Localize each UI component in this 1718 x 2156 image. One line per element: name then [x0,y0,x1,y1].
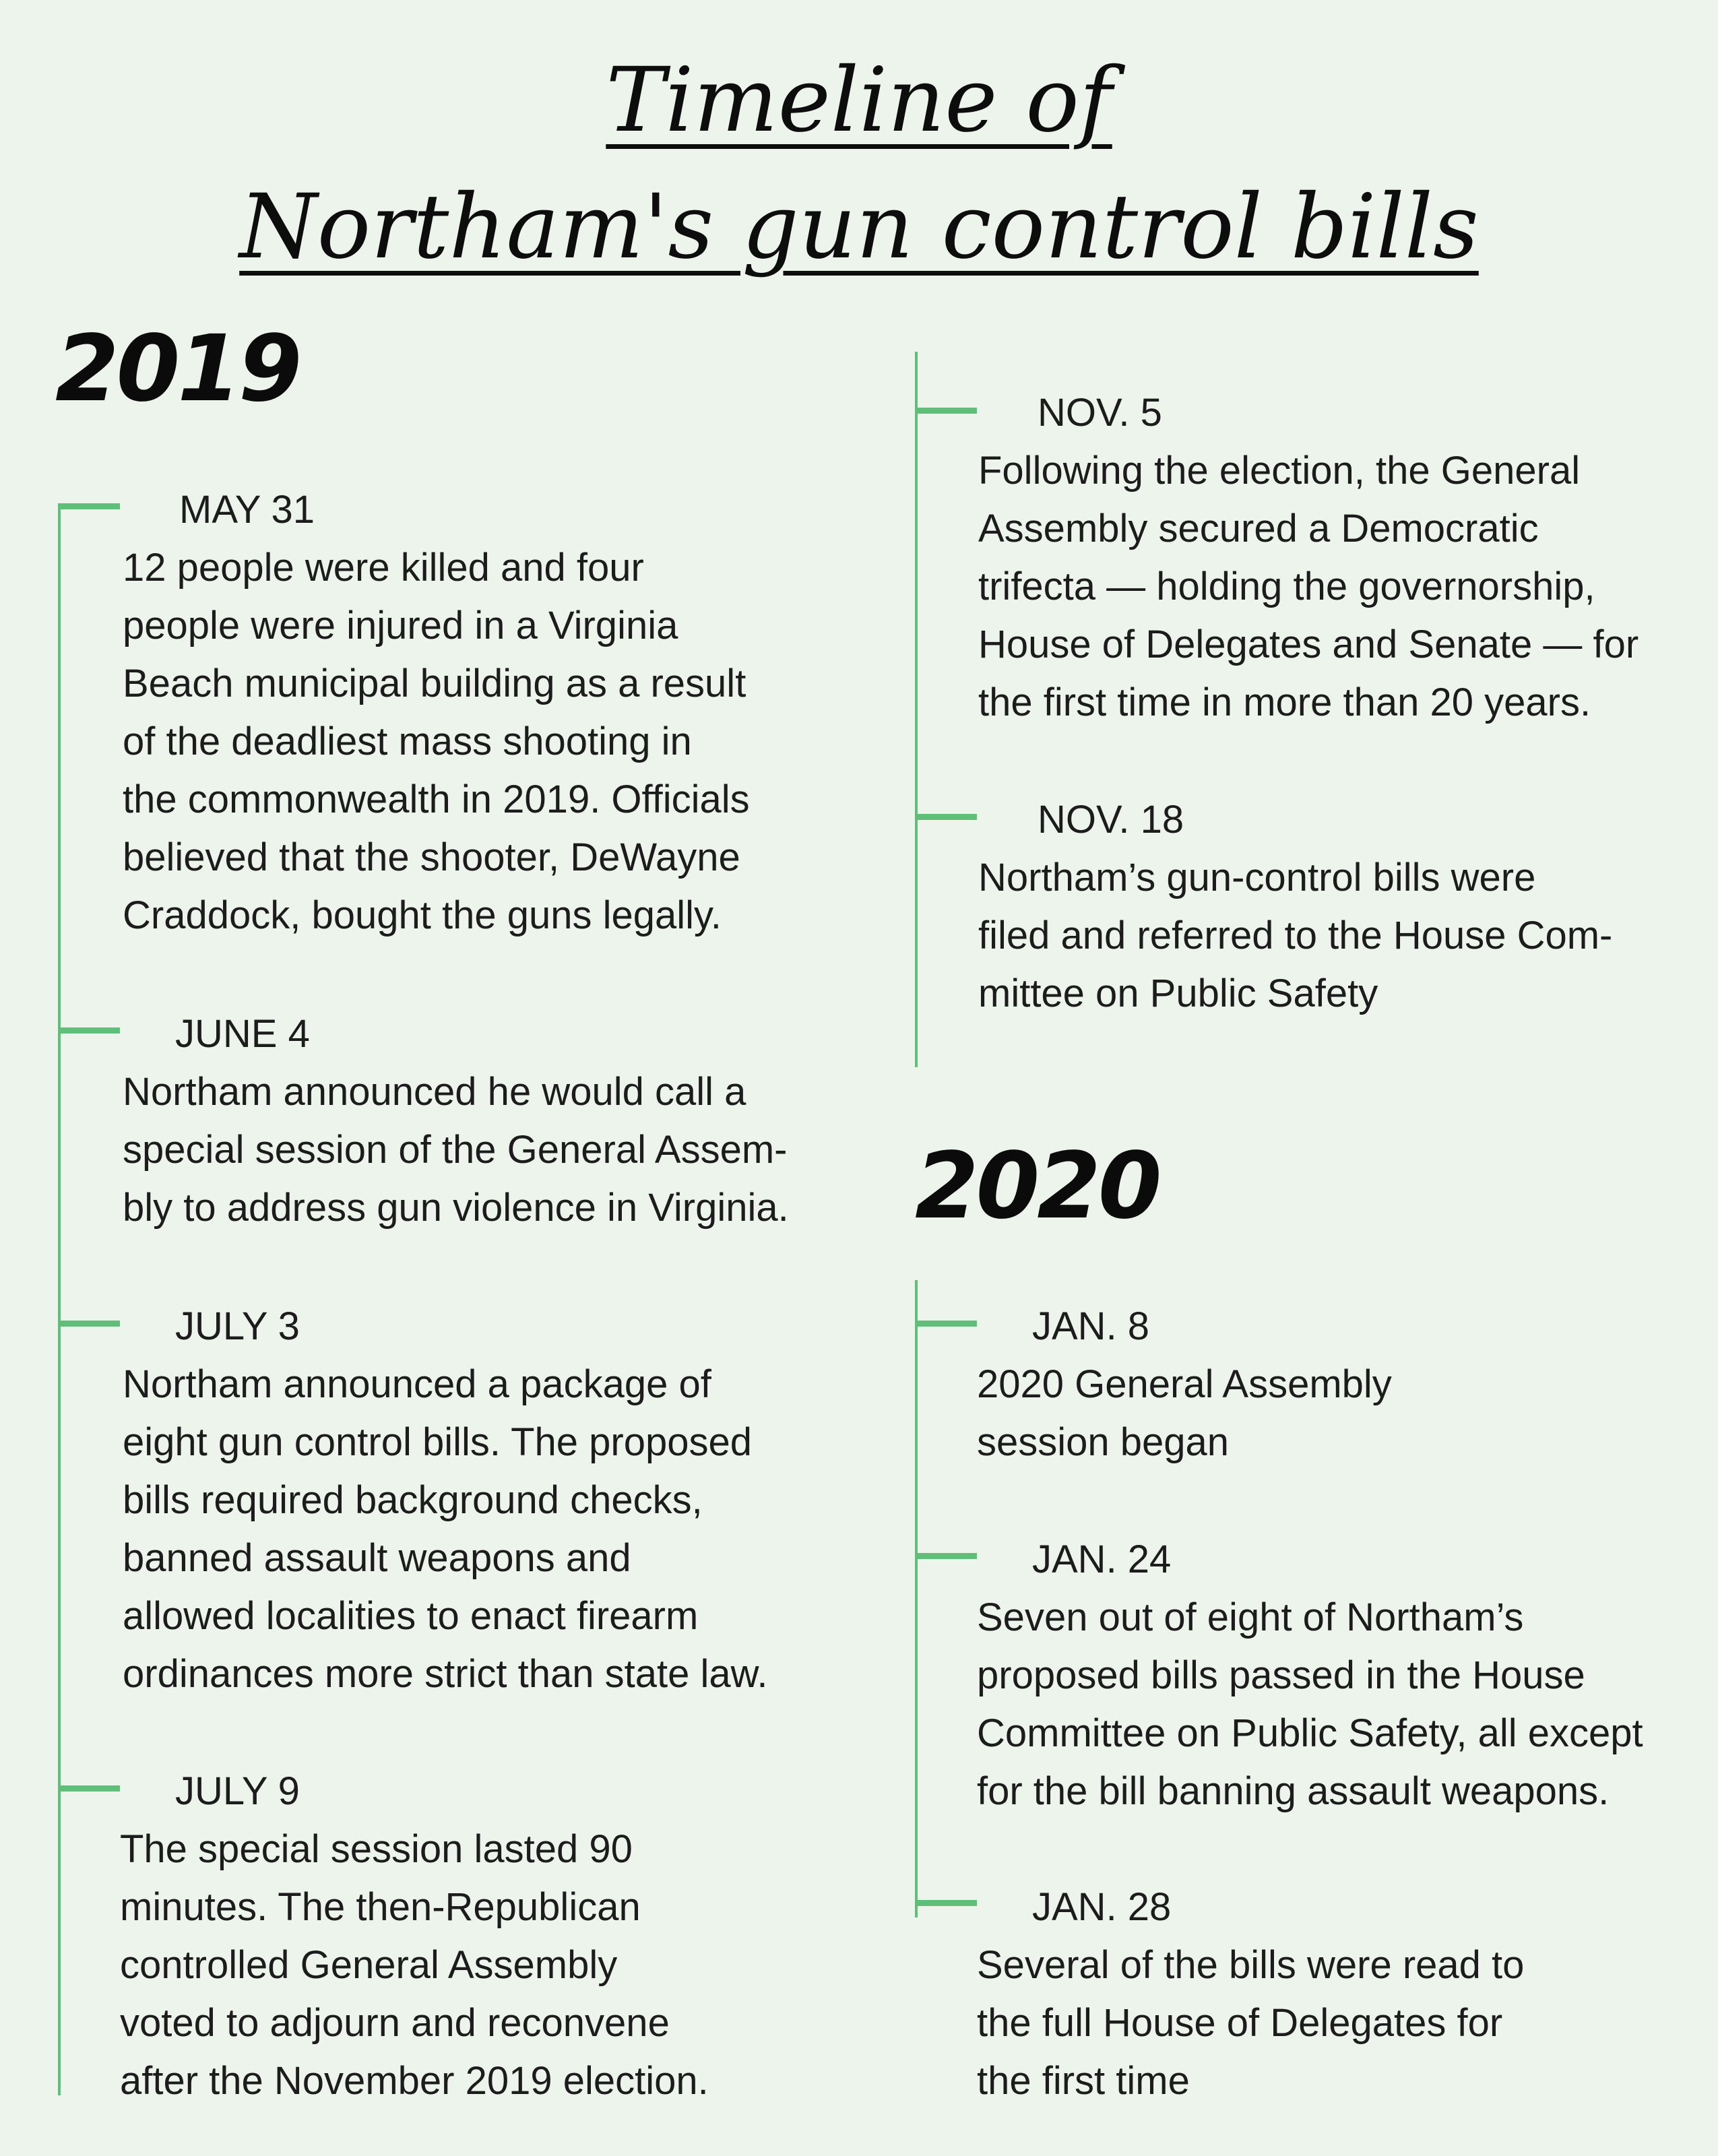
event-date: JULY 3 [175,1304,300,1348]
event-date: NOV. 5 [1038,391,1162,435]
event-description: Northam announced a package of eight gun… [123,1362,768,1696]
event-description: Seven out of eight of Northam’s proposed… [977,1595,1643,1813]
timeline-tick [58,1027,120,1034]
event-description: Following the election, the General Asse… [978,449,1639,724]
page-title: Timeline of Northam's gun control bills [0,37,1718,290]
title-line-1: Timeline of [606,49,1112,152]
timeline-tick [915,408,977,414]
title-line-2: Northam's gun control bills [239,175,1479,279]
event-date: NOV. 18 [1038,798,1184,842]
timeline-tick [58,1321,120,1327]
event-date: MAY 31 [179,488,315,532]
event-description: The special session lasted 90 minutes. T… [120,1827,709,2103]
timeline-tick [915,1553,977,1559]
event-date: JUNE 4 [175,1012,310,1056]
event-description: Northam announced he would call a specia… [123,1070,789,1230]
year-heading-2019: 2019 [55,316,303,422]
event-description: Several of the bills were read to the fu… [977,1943,1525,2103]
timeline-tick [58,1785,120,1792]
timeline-tick [58,503,120,509]
timeline-line-2020 [915,1280,918,1917]
event-date: JAN. 8 [1032,1304,1150,1348]
event-description: 12 people were killed and four people we… [123,546,750,937]
event-date: JULY 9 [175,1769,300,1813]
timeline-line-2019 [58,504,61,2095]
event-description: 2020 General Assembly session began [977,1362,1392,1464]
timeline-tick [915,1321,977,1327]
event-date: JAN. 28 [1032,1885,1172,1929]
year-heading-2020: 2020 [915,1133,1162,1240]
timeline-tick [915,1900,977,1906]
timeline-tick [915,814,977,820]
event-description: Northam’s gun-control bills were filed a… [978,856,1613,1015]
event-date: JAN. 24 [1032,1537,1172,1581]
timeline-line-nov [915,352,918,1067]
